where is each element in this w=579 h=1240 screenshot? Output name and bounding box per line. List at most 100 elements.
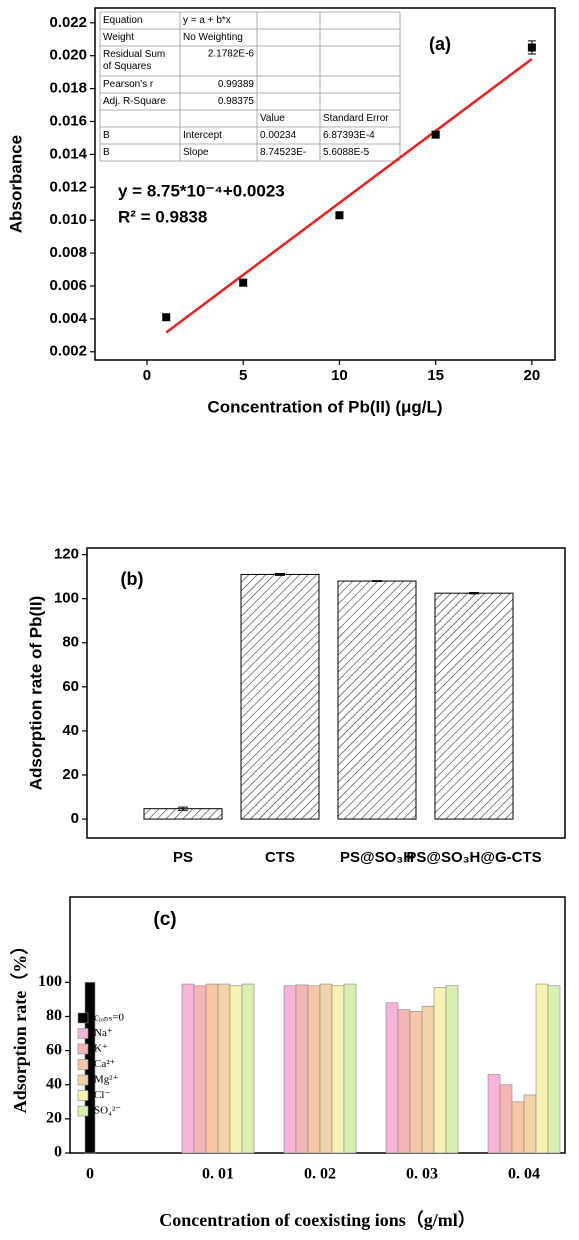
y-tick-label: 100: [54, 590, 79, 607]
x-tick-label: 0. 01: [202, 1166, 234, 1183]
x-tick-label: 0. 02: [304, 1166, 336, 1183]
x-tick-label: PS@SO₃H: [340, 849, 414, 866]
plot-frame: [94, 7, 556, 361]
bar: [337, 580, 417, 820]
table-cell: Residual Sum of Squares: [103, 49, 165, 72]
y-tick-label: 0.008: [49, 244, 87, 261]
y-tick-label: 60: [62, 678, 79, 695]
data-point: [431, 130, 440, 139]
table-cell: Standard Error: [323, 113, 389, 124]
y-axis-label: Absorbance: [6, 135, 25, 233]
bar: [511, 1101, 525, 1154]
legend-swatch: [77, 1059, 89, 1070]
y-tick-label: 40: [62, 722, 79, 739]
table-cell: 0.99389: [218, 79, 255, 90]
table-cell: 8.74523E-: [260, 147, 306, 158]
bar: [433, 987, 447, 1154]
legend-label: Cl⁻: [94, 1089, 110, 1101]
x-tick-label: PS: [173, 849, 193, 866]
bar: [241, 983, 255, 1154]
y-tick-label: 0.020: [49, 47, 87, 64]
table-cell: 2.1782E-6: [208, 49, 255, 60]
x-tick-label: 15: [427, 367, 444, 384]
bar: [331, 985, 345, 1154]
data-point: [335, 211, 344, 220]
x-tick-label: CTS: [265, 849, 295, 866]
legend-swatch: [77, 1012, 89, 1024]
bar: [523, 1094, 537, 1154]
annotation: y = 8.75*10⁻⁴+0.0023: [118, 181, 285, 200]
error-bar: [469, 592, 479, 595]
legend-swatch: [77, 1105, 89, 1117]
legend-swatch: [77, 1090, 89, 1101]
bar: [397, 1009, 411, 1154]
y-tick-label: 120: [54, 546, 79, 563]
x-tick-label: 0: [86, 1166, 94, 1183]
legend-label: K⁺: [94, 1043, 108, 1055]
legend-swatch: [77, 1074, 89, 1086]
y-tick-label: 0.014: [49, 145, 87, 162]
table-cell: No Weighting: [183, 32, 243, 43]
y-tick-label: 20: [62, 766, 79, 783]
y-tick-label: 0.022: [49, 14, 87, 31]
bar: [229, 985, 243, 1154]
bar: [535, 983, 549, 1154]
bar: [421, 1005, 435, 1154]
table-cell: B: [103, 147, 110, 158]
y-tick-label: 40: [46, 1075, 62, 1092]
error-bar: [275, 573, 285, 576]
data-point: [162, 313, 171, 322]
legend-swatch: [77, 1028, 89, 1039]
table-cell: 0.98375: [218, 96, 255, 107]
y-tick-label: 0.018: [49, 80, 87, 97]
table-cell: Intercept: [183, 130, 222, 141]
y-tick-label: 80: [46, 1007, 62, 1024]
y-tick-label: 100: [38, 973, 62, 990]
table-cell: 6.87393E-4: [323, 130, 375, 141]
y-tick-label: 0.006: [49, 277, 87, 294]
y-tick-label: 0.016: [49, 112, 87, 129]
y-tick-label: 0.002: [49, 343, 87, 360]
legend-label: Mg²⁺: [94, 1074, 119, 1086]
table-cell: 0.00234: [260, 130, 297, 141]
plot-frame: [86, 547, 566, 839]
bar: [547, 985, 561, 1154]
data-point: [239, 278, 248, 287]
error-bar: [178, 806, 188, 811]
y-axis-label: Adsorption rate（%）: [10, 937, 30, 1114]
y-tick-label: 0: [71, 810, 79, 827]
bar: [205, 983, 219, 1154]
y-tick-label: 0.010: [49, 211, 87, 228]
x-tick-label: 0. 03: [406, 1166, 438, 1183]
table-cell-line: Residual Sum: [103, 49, 165, 60]
table-cell: y = a + b*x: [183, 15, 231, 26]
bar: [319, 983, 333, 1154]
x-tick-label: 0. 04: [508, 1166, 540, 1183]
x-axis-label: Concentration of Pb(II) (μg/L): [207, 397, 442, 416]
bar: [283, 985, 297, 1154]
bar: [240, 573, 320, 820]
bar: [181, 983, 195, 1154]
bar: [487, 1074, 501, 1154]
data-point: [527, 43, 536, 52]
y-tick-label: 20: [46, 1110, 62, 1127]
x-tick-label: 0: [143, 367, 151, 384]
bar: [499, 1084, 513, 1154]
bar: [343, 983, 357, 1154]
table-cell: Pearson's r: [103, 79, 154, 90]
x-tick-label: 20: [524, 367, 541, 384]
table-cell: Adj. R-Square: [103, 96, 166, 107]
bar: [385, 1002, 399, 1154]
table-cell: Slope: [183, 147, 209, 158]
x-axis-label: Concentration of coexisting ions（g/ml）: [159, 1210, 476, 1230]
bar: [434, 592, 514, 820]
y-tick-label: 0.012: [49, 178, 87, 195]
legend-label: SO₄²⁻: [94, 1105, 121, 1117]
table-cell: Value: [260, 113, 285, 124]
fit-line: [165, 57, 533, 334]
y-tick-label: 60: [46, 1041, 62, 1058]
bar: [409, 1011, 423, 1154]
bar: [193, 985, 207, 1154]
chart-title: (c): [153, 909, 176, 930]
legend-swatch: [77, 1043, 89, 1055]
